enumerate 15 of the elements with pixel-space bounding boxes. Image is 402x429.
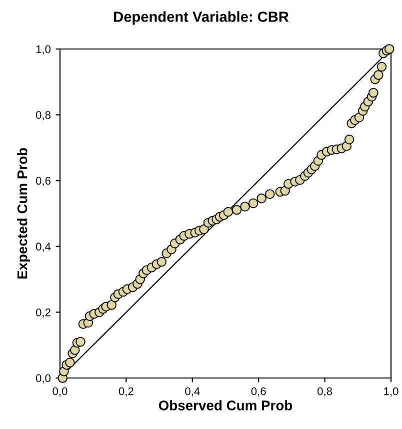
y-tick-label: 0,0 [36, 374, 51, 384]
y-tick-label: 0,8 [36, 111, 50, 120]
x-tick-label: 0,4 [185, 387, 200, 396]
y-tick-label: 0,4 [36, 242, 51, 252]
y-tick-label: 0,6 [36, 176, 50, 186]
x-tick-label: 1,0 [384, 387, 398, 396]
x-tick-label: 0,0 [52, 387, 68, 396]
y-tick-label: 0,2 [36, 308, 50, 318]
y-tick-label: 1,0 [36, 45, 51, 54]
y-axis-title: Expected Cum Prob [17, 148, 30, 279]
x-tick-label: 0,2 [118, 387, 134, 396]
x-axis-title: Observed Cum Prob [158, 400, 292, 410]
x-tick-label: 0,6 [251, 387, 266, 396]
x-tick-label: 0,8 [318, 387, 332, 396]
chart-title: Dependent Variable: CBR [114, 11, 289, 25]
